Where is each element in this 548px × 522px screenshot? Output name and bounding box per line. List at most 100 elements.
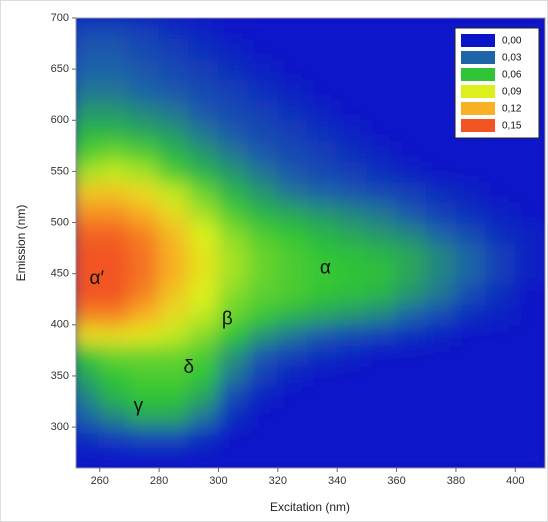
cell [188,58,219,80]
cell [366,262,398,285]
cell [217,426,249,449]
cell [485,242,516,264]
cell [455,344,487,367]
legend-label: 0,03 [502,53,522,64]
cell [366,365,398,387]
cell [277,344,309,367]
cell [247,58,279,80]
cell [485,324,516,346]
legend-swatch [461,34,495,47]
cell [128,303,160,326]
legend-label: 0,15 [502,121,522,132]
legend-label: 0,00 [502,36,522,47]
cell [277,37,309,60]
cell [188,365,219,387]
cell [128,140,160,162]
x-tick-label: 300 [209,475,227,487]
cell [76,99,101,121]
cell [366,78,398,101]
cell [99,37,130,60]
cell [128,426,160,449]
legend: 0,00 0,03 0,06 0,09 0,12 0,15 [454,27,540,139]
cell [425,37,457,60]
cell [188,37,219,60]
cell [336,18,368,39]
x-tick-label: 280 [150,475,168,487]
cell [455,160,487,183]
cell [247,426,279,449]
cell [396,181,427,203]
cell [514,324,545,346]
cell [366,406,398,428]
cell [217,262,249,285]
cell [396,406,427,428]
cell [76,37,101,60]
cell [425,406,457,428]
cell [396,344,427,367]
cell [188,447,219,468]
cell [485,201,516,224]
cell [188,201,219,224]
cell [366,283,398,305]
cell [217,18,249,39]
cell [217,344,249,367]
cell [396,385,427,408]
cell [76,222,101,244]
cell [277,140,309,162]
cell [425,262,457,285]
cell [425,201,457,224]
cell [485,303,516,326]
cell [366,99,398,121]
cell [366,201,398,224]
cell [455,201,487,224]
cell [277,303,309,326]
cell [277,406,309,428]
cell [396,99,427,121]
cell [336,99,368,121]
cell [188,78,219,101]
cell [158,140,190,162]
cell [396,303,427,326]
cell [188,181,219,203]
cell [455,303,487,326]
cell [128,344,160,367]
cell [188,303,219,326]
cell [158,447,190,468]
cell [247,406,279,428]
cell [217,283,249,305]
cell [158,18,190,39]
cell [425,344,457,367]
cell [158,181,190,203]
cell [455,283,487,305]
cell [336,222,368,244]
cell [217,303,249,326]
cell [396,18,427,39]
y-tick-label: 300 [51,421,69,433]
cell [76,406,101,428]
plot-border [75,17,546,469]
cell [277,324,309,346]
cell [158,303,190,326]
cell [366,58,398,80]
cell [99,303,130,326]
annotation: δ [184,357,195,378]
cell [485,344,516,367]
cell [307,303,338,326]
cell [217,242,249,264]
cell [514,181,545,203]
annotation: β [222,309,233,330]
cell [76,58,101,80]
y-tick-label: 450 [51,268,69,280]
cell [188,406,219,428]
cell [247,344,279,367]
cell [336,242,368,264]
cell [336,344,368,367]
cell [455,385,487,408]
cell [307,160,338,183]
cell [247,78,279,101]
cell [99,99,130,121]
cell [188,262,219,285]
cell [277,283,309,305]
cell [247,385,279,408]
cell [307,447,338,468]
